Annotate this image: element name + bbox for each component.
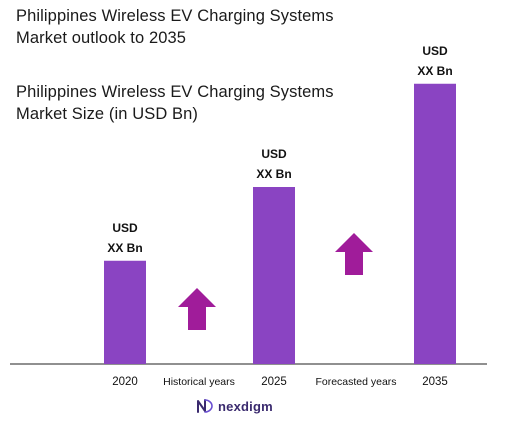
data-label-2025: USD XX Bn — [256, 147, 291, 181]
data-label-2035: USD XX Bn — [417, 44, 452, 78]
outlook-title: Philippines Wireless EV Charging Systems… — [16, 7, 334, 47]
labels-layer: USD XX Bn 2020 USD XX Bn 2025 USD XX Bn 2035 Hist… — [107, 44, 452, 388]
chart-title: Philippines Wireless EV Charging Systems… — [16, 83, 334, 123]
historical-growth-arrow-icon — [178, 288, 216, 330]
forecasted-years-label: Forecasted years — [315, 376, 396, 388]
bar-2035 — [414, 83, 456, 364]
arrows-layer — [178, 233, 373, 330]
x-tick-label-2035: 2035 — [422, 376, 448, 388]
bar-2025 — [253, 187, 295, 364]
x-tick-label-2025: 2025 — [261, 376, 287, 388]
logo-text: nexdigm — [218, 398, 273, 414]
data-label-2020: USD XX Bn — [107, 221, 142, 255]
x-tick-label-2020: 2020 — [112, 376, 138, 388]
bars-layer — [104, 83, 456, 364]
forecast-growth-arrow-icon — [335, 233, 373, 275]
bar-2020 — [104, 260, 146, 364]
nexdigm-logo-icon — [197, 399, 213, 413]
nexdigm-logo: nexdigm — [196, 396, 273, 416]
historical-years-label: Historical years — [163, 376, 235, 388]
